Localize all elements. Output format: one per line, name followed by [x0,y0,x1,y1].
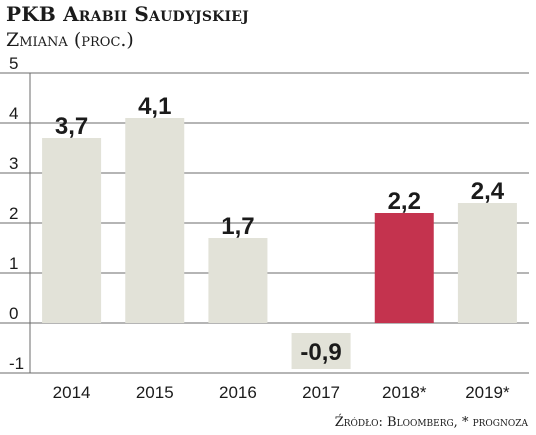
data-label: -0,9 [300,339,341,366]
data-label: 1,7 [221,213,254,240]
y-tick-label: 0 [9,304,18,323]
x-tick-label: 2016 [219,383,257,402]
bar [42,138,102,323]
y-tick-label: 3 [9,154,18,173]
data-label: 4,1 [138,93,171,120]
data-label: 3,7 [55,113,88,140]
data-label: 2,2 [388,188,421,215]
x-tick-label: 2017 [302,383,340,402]
y-tick-label: 5 [9,54,18,73]
bar [374,213,434,323]
bar [208,238,268,323]
x-tick-label: 2015 [136,383,174,402]
y-tick-label: 4 [9,104,18,123]
source-note: Źródło: Bloomberg, * prognoza [334,415,528,430]
bar [125,118,185,323]
chart-subtitle: Zmiana (proc.) [6,29,134,51]
data-labels: 3,7 4,1 1,7 -0,9 2,2 2,4 [55,93,505,366]
data-label: 2,4 [471,178,505,205]
chart-title: PKB Arabii Saudyjskiej [6,2,249,26]
bars [42,118,517,369]
y-tick-label: 1 [9,254,18,273]
x-tick-label: 2014 [53,383,91,402]
x-tick-label: 2018* [382,383,427,402]
x-tick-label: 2019* [465,383,510,402]
y-tick-label: 2 [9,204,18,223]
x-axis-ticks: 2014 2015 2016 2017 2018* 2019* [53,383,510,402]
negative-value-box [291,333,351,369]
y-axis-ticks: 5 4 3 2 1 0 -1 [9,54,24,373]
bar [457,203,517,323]
y-tick-label: -1 [9,354,24,373]
